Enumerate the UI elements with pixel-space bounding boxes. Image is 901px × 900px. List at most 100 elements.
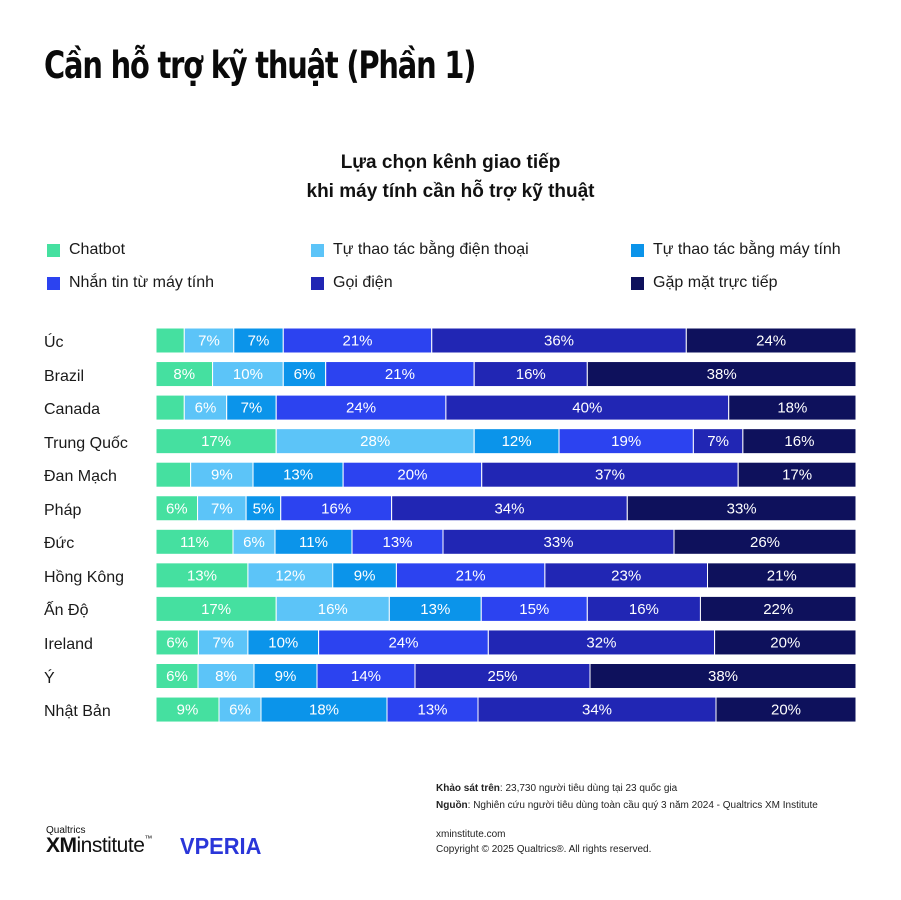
bar-value-label: 7% bbox=[241, 400, 263, 417]
bar-value-label: 16% bbox=[318, 601, 348, 618]
bar-segment bbox=[714, 629, 857, 656]
bar-value-label: 9% bbox=[275, 668, 297, 685]
bar-value-label: 5% bbox=[253, 500, 275, 517]
bar-segment bbox=[386, 696, 479, 723]
bar-segment bbox=[197, 629, 249, 656]
bar-segment bbox=[737, 461, 857, 488]
bar-value-label: 15% bbox=[519, 601, 549, 618]
category-label: Đan Mạch bbox=[44, 468, 117, 486]
legend-label: Nhắn tin từ máy tính bbox=[69, 274, 214, 291]
xm-institute-logo: XMinstitute™ bbox=[46, 834, 152, 858]
bar-segment bbox=[586, 361, 857, 388]
bar-value-label: 38% bbox=[707, 366, 737, 383]
bar-segment bbox=[233, 327, 284, 354]
bar-segment bbox=[316, 663, 416, 689]
bar-value-label: 34% bbox=[582, 702, 612, 719]
bar-value-label: 34% bbox=[494, 500, 524, 517]
bar-value-label: 20% bbox=[770, 634, 800, 651]
bar-value-label: 17% bbox=[201, 601, 231, 618]
bar-value-label: 6% bbox=[243, 534, 265, 551]
legend-swatch bbox=[311, 243, 324, 257]
bar-segment bbox=[325, 361, 475, 388]
bar-segment bbox=[473, 428, 560, 455]
legend-item: Gọi điện bbox=[311, 273, 393, 293]
bar-value-label: 13% bbox=[420, 601, 450, 618]
page-title: Cần hỗ trợ kỹ thuật (Phần 1) bbox=[44, 44, 476, 87]
bar-value-label: 24% bbox=[756, 333, 786, 350]
copyright-text: Copyright © 2025 Qualtrics®. All rights … bbox=[436, 844, 652, 855]
bar-segment bbox=[197, 495, 247, 522]
bar-value-label: 17% bbox=[201, 433, 231, 450]
bar-value-label: 7% bbox=[211, 500, 233, 517]
bar-segment bbox=[260, 696, 388, 723]
bar-value-label: 16% bbox=[516, 366, 546, 383]
bar-segment bbox=[431, 327, 687, 354]
category-label: Úc bbox=[44, 334, 64, 351]
category-label: Canada bbox=[44, 401, 101, 419]
bar-segment bbox=[275, 428, 475, 455]
bar-value-label: 16% bbox=[321, 500, 351, 517]
category-label: Ý bbox=[44, 669, 55, 687]
bar-value-label: 22% bbox=[763, 601, 793, 618]
bar-segment bbox=[155, 696, 220, 723]
bar-value-label: 32% bbox=[586, 634, 616, 651]
bar-value-label: 21% bbox=[385, 366, 415, 383]
bar-value-label: 17% bbox=[782, 467, 812, 484]
category-label: Đức bbox=[44, 535, 75, 553]
survey-note-label: Khảo sát trên bbox=[436, 783, 500, 794]
bar-value-label: 12% bbox=[502, 433, 532, 450]
bar-segment bbox=[707, 562, 857, 589]
bar-value-label: 13% bbox=[187, 567, 217, 584]
bar-value-label: 19% bbox=[611, 433, 641, 450]
legend-swatch bbox=[631, 243, 644, 257]
bar-value-label: 6% bbox=[166, 500, 188, 517]
chart-title-line-1: Lựa chọn kênh giao tiếp bbox=[340, 152, 561, 173]
bar-segment bbox=[275, 394, 447, 421]
bar-value-label: 14% bbox=[351, 668, 381, 685]
bar-segment bbox=[487, 629, 716, 656]
bar-segment bbox=[197, 663, 255, 689]
bar-segment bbox=[218, 696, 262, 723]
bar-segment bbox=[728, 394, 857, 421]
bar-segment bbox=[673, 528, 857, 555]
bar-segment bbox=[685, 327, 857, 354]
survey-note-text: : 23,730 người tiêu dùng tại 23 quốc gia bbox=[499, 783, 678, 794]
bar-value-label: 16% bbox=[629, 601, 659, 618]
legend-item: Tự thao tác bằng điện thoại bbox=[311, 240, 529, 260]
legend-swatch bbox=[47, 243, 60, 257]
bar-segment bbox=[480, 595, 588, 622]
bar-value-label: 13% bbox=[417, 702, 447, 719]
bar-segment bbox=[155, 595, 277, 622]
bar-value-label: 7% bbox=[707, 433, 729, 450]
bar-segment bbox=[247, 629, 320, 656]
bar-value-label: 11% bbox=[299, 534, 328, 551]
bar-segment bbox=[442, 528, 675, 555]
bar-segment bbox=[481, 461, 739, 488]
website-link[interactable]: xminstitute.com bbox=[436, 829, 506, 840]
survey-note: Khảo sát trên: 23,730 người tiêu dùng tạ… bbox=[436, 783, 677, 794]
bar-value-label: 11% bbox=[180, 534, 209, 551]
bar-value-label: 20% bbox=[397, 467, 427, 484]
bar-value-label: 9% bbox=[354, 567, 376, 584]
category-label: Trung Quốc bbox=[44, 434, 128, 452]
bar-segment bbox=[282, 327, 433, 354]
bar-value-label: 13% bbox=[283, 467, 313, 484]
bar-segment bbox=[395, 562, 546, 589]
bar-segment bbox=[445, 394, 730, 421]
legend-label: Gặp mặt trực tiếp bbox=[653, 274, 778, 291]
legend-label: Tự thao tác bằng điện thoại bbox=[333, 241, 529, 258]
category-label: Pháp bbox=[44, 501, 82, 519]
xm-logo-mark: XM bbox=[46, 834, 77, 857]
bar-segment bbox=[155, 428, 277, 455]
bar-value-label: 10% bbox=[268, 634, 298, 651]
bar-segment bbox=[252, 461, 344, 488]
legend-item: Tự thao tác bằng máy tính bbox=[631, 240, 841, 260]
stacked-bar-chart: 7% 7% 21% 36% 24% 8% 10% 6% 21% 16% 38% 6% 7% 24% 40% 1… bbox=[155, 327, 857, 723]
bar-value-label: 13% bbox=[382, 534, 412, 551]
bar-segment bbox=[715, 696, 857, 723]
bar-value-label: 37% bbox=[595, 467, 625, 484]
source-note-label: Nguồn bbox=[436, 800, 468, 811]
bar-segment bbox=[558, 428, 694, 455]
bar-value-label: 16% bbox=[784, 433, 814, 450]
legend-label: Tự thao tác bằng máy tính bbox=[653, 241, 841, 258]
